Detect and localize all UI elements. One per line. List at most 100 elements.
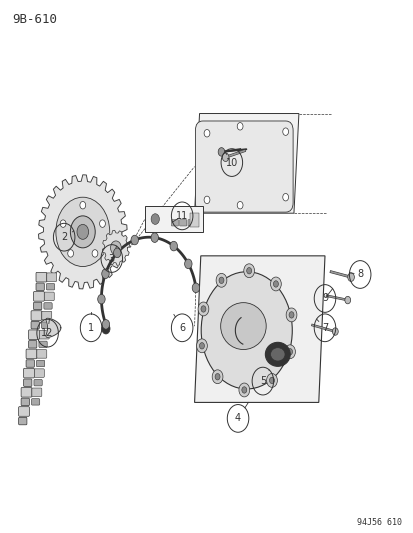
Circle shape — [77, 224, 88, 239]
Circle shape — [282, 128, 288, 135]
FancyBboxPatch shape — [39, 330, 49, 339]
Circle shape — [212, 370, 223, 384]
Circle shape — [243, 264, 254, 278]
FancyBboxPatch shape — [31, 399, 40, 405]
Circle shape — [273, 281, 278, 287]
FancyBboxPatch shape — [41, 322, 50, 328]
FancyBboxPatch shape — [24, 368, 34, 378]
FancyBboxPatch shape — [34, 369, 44, 377]
Circle shape — [170, 241, 177, 251]
Circle shape — [200, 306, 205, 312]
Circle shape — [110, 241, 121, 255]
Text: 7: 7 — [321, 323, 328, 333]
FancyBboxPatch shape — [21, 387, 32, 397]
FancyBboxPatch shape — [44, 303, 52, 309]
Ellipse shape — [265, 342, 290, 366]
FancyBboxPatch shape — [36, 283, 44, 290]
Circle shape — [237, 201, 242, 209]
Circle shape — [151, 233, 158, 243]
FancyBboxPatch shape — [47, 273, 57, 281]
Text: 5: 5 — [259, 376, 266, 386]
Circle shape — [113, 248, 121, 257]
Text: 9B-610: 9B-610 — [12, 13, 57, 26]
Circle shape — [100, 220, 105, 228]
Polygon shape — [46, 318, 61, 337]
Text: 4: 4 — [235, 414, 240, 423]
FancyBboxPatch shape — [42, 311, 52, 320]
FancyBboxPatch shape — [195, 121, 292, 212]
FancyBboxPatch shape — [28, 341, 37, 348]
Circle shape — [238, 383, 249, 397]
Circle shape — [218, 277, 223, 284]
FancyBboxPatch shape — [31, 321, 39, 329]
FancyBboxPatch shape — [21, 398, 29, 406]
Text: 2: 2 — [61, 232, 67, 242]
Circle shape — [102, 320, 109, 329]
FancyBboxPatch shape — [190, 213, 198, 227]
Circle shape — [92, 249, 97, 257]
Text: 8: 8 — [356, 270, 362, 279]
FancyBboxPatch shape — [39, 341, 47, 348]
FancyBboxPatch shape — [36, 272, 47, 282]
Circle shape — [344, 296, 350, 304]
Circle shape — [199, 343, 204, 349]
FancyBboxPatch shape — [19, 417, 27, 425]
FancyBboxPatch shape — [28, 330, 39, 340]
Circle shape — [131, 235, 138, 245]
Circle shape — [204, 130, 209, 137]
Circle shape — [284, 345, 295, 359]
Circle shape — [70, 216, 95, 248]
Circle shape — [270, 277, 280, 291]
FancyBboxPatch shape — [26, 360, 34, 367]
Text: 1: 1 — [88, 323, 94, 333]
Circle shape — [197, 302, 208, 316]
Text: 6: 6 — [179, 323, 185, 333]
FancyBboxPatch shape — [171, 220, 178, 226]
FancyBboxPatch shape — [188, 220, 195, 226]
Polygon shape — [38, 175, 127, 289]
Circle shape — [218, 148, 224, 156]
Circle shape — [216, 273, 226, 287]
Text: 10: 10 — [225, 158, 237, 167]
FancyBboxPatch shape — [145, 206, 202, 232]
Circle shape — [241, 387, 246, 393]
Circle shape — [102, 324, 110, 334]
Circle shape — [266, 374, 277, 387]
Circle shape — [332, 328, 337, 335]
Circle shape — [204, 196, 209, 204]
Circle shape — [196, 339, 207, 353]
Text: 11: 11 — [176, 211, 188, 221]
FancyBboxPatch shape — [44, 292, 54, 301]
Circle shape — [288, 312, 293, 318]
Circle shape — [246, 268, 251, 274]
Text: 3: 3 — [109, 254, 114, 263]
Text: 12: 12 — [41, 328, 54, 338]
FancyBboxPatch shape — [33, 302, 42, 310]
Ellipse shape — [220, 303, 266, 350]
Ellipse shape — [270, 348, 284, 361]
FancyBboxPatch shape — [31, 311, 42, 320]
Polygon shape — [102, 230, 129, 265]
FancyBboxPatch shape — [19, 407, 29, 416]
FancyBboxPatch shape — [24, 379, 32, 386]
FancyBboxPatch shape — [26, 349, 37, 359]
Polygon shape — [194, 114, 298, 213]
Circle shape — [269, 377, 274, 384]
Circle shape — [285, 308, 296, 322]
FancyBboxPatch shape — [36, 360, 45, 367]
Circle shape — [60, 220, 66, 228]
Text: 9: 9 — [321, 294, 327, 303]
Circle shape — [282, 193, 288, 201]
FancyBboxPatch shape — [34, 379, 42, 386]
Circle shape — [287, 349, 292, 355]
FancyBboxPatch shape — [46, 284, 55, 290]
Circle shape — [151, 214, 159, 224]
Polygon shape — [194, 256, 324, 402]
FancyBboxPatch shape — [32, 388, 42, 397]
Circle shape — [222, 153, 228, 161]
FancyBboxPatch shape — [33, 292, 44, 301]
Circle shape — [68, 249, 74, 257]
Circle shape — [80, 201, 85, 209]
Text: 94J56 610: 94J56 610 — [356, 518, 401, 527]
Circle shape — [184, 259, 192, 269]
